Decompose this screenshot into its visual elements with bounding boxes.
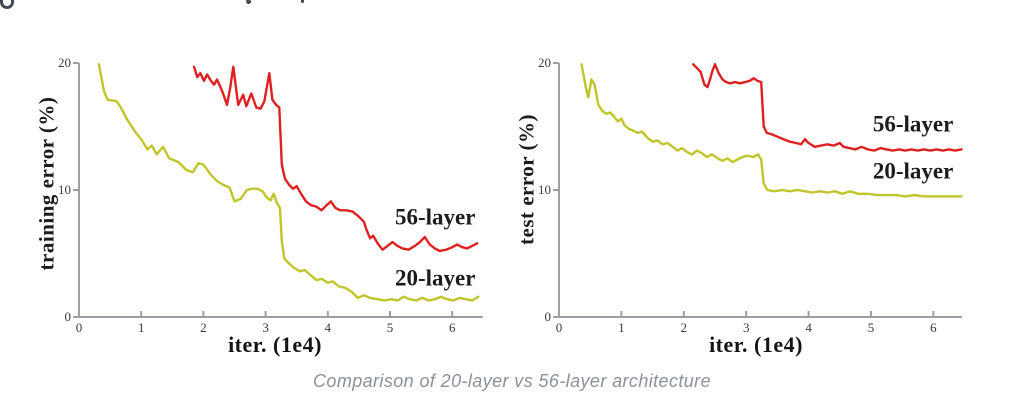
- x-tick-label: 1: [618, 320, 625, 335]
- y-tick-label: 10: [538, 182, 551, 197]
- y-tick-label: 20: [58, 55, 71, 70]
- left-y-axis-label: training error (%): [34, 96, 59, 271]
- series-line-20-layer: [97, 63, 480, 302]
- x-tick-label: 6: [930, 320, 937, 335]
- x-tick-label: 4: [325, 320, 332, 335]
- x-tick-label: 2: [200, 320, 207, 335]
- y-tick-label: 0: [65, 309, 72, 324]
- training-error-chart: 0 10 20 0 1 2 3 4 5 6 56-layer 20-layer: [58, 55, 483, 335]
- series-line-20-layer: [580, 63, 963, 198]
- x-tick-label: 5: [387, 320, 394, 335]
- x-tick-label: 0: [556, 320, 563, 335]
- series-label-20-layer: 20-layer: [395, 265, 475, 290]
- series-line-56-layer: [692, 63, 963, 152]
- left-x-axis-label: iter. (1e4): [228, 332, 322, 357]
- y-tick-label: 10: [58, 182, 71, 197]
- x-tick-label: 1: [138, 320, 145, 335]
- x-tick-label: 2: [681, 320, 688, 335]
- x-tick-label: 5: [868, 320, 875, 335]
- y-tick-label: 0: [545, 309, 552, 324]
- x-tick-label: 4: [805, 320, 812, 335]
- series-label-56-layer: 56-layer: [873, 112, 953, 137]
- clipped-text-fragment: [301, 0, 304, 3]
- test-error-chart: 0 10 20 0 1 2 3 4 5 6 56-layer 20-layer: [538, 55, 963, 335]
- figure-caption: Comparison of 20-layer vs 56-layer archi…: [313, 371, 711, 391]
- series-line-56-layer: [192, 65, 479, 253]
- x-tick-label: 3: [262, 320, 269, 335]
- right-x-axis-label: iter. (1e4): [709, 332, 803, 357]
- clipped-text-fragment: [0, 0, 14, 9]
- series-label-20-layer: 20-layer: [873, 159, 953, 184]
- x-tick-label: 3: [743, 320, 750, 335]
- right-y-axis-label: test error (%): [514, 114, 539, 245]
- series-label-56-layer: 56-layer: [395, 204, 475, 229]
- y-tick-label: 20: [538, 55, 551, 70]
- x-tick-label: 0: [76, 320, 83, 335]
- x-tick-label: 6: [449, 320, 456, 335]
